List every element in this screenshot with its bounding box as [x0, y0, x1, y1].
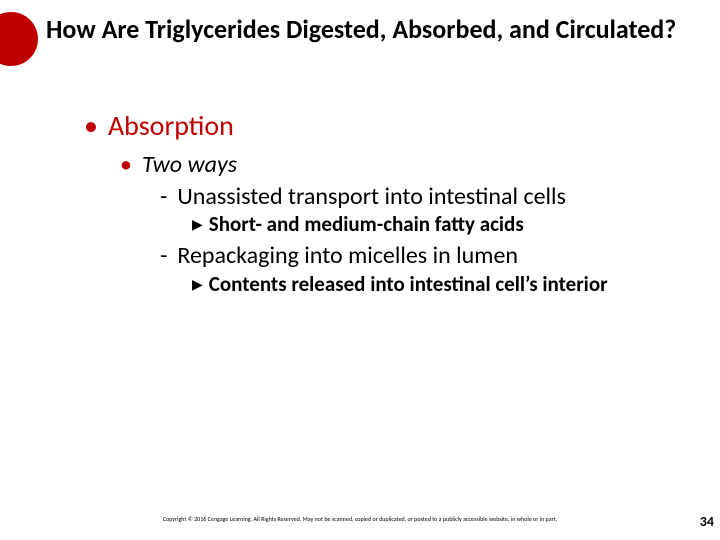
- bullet-level-3: -Unassisted transport into intestinal ce…: [160, 183, 630, 211]
- slide: How Are Triglycerides Digested, Absorbed…: [0, 0, 720, 540]
- lvl1-text: Absorption: [108, 108, 234, 143]
- bullet-level-4: ▶ Contents released into intestinal cell’…: [192, 272, 620, 296]
- lvl4a-text: Short- and medium-chain fatty acids: [209, 211, 524, 237]
- lvl2-text: Two ways: [142, 150, 237, 179]
- page-number: 34: [700, 513, 714, 530]
- accent-circle: [0, 12, 38, 66]
- slide-title: How Are Triglycerides Digested, Absorbed…: [46, 14, 696, 45]
- bullet-level-1: • Absorption: [84, 108, 670, 143]
- dash-icon: -: [160, 182, 167, 211]
- lvl3a-text: Unassisted transport into intestinal cel…: [177, 182, 566, 211]
- slide-content: •Absorption •Two ways -Unassisted transp…: [60, 108, 670, 302]
- triangle-icon: ▶: [192, 276, 203, 293]
- bullet-level-4: ▶ Short- and medium-chain fatty acids: [192, 212, 620, 236]
- copyright-text: Copyright © 2016 Cengage Learning. All R…: [0, 516, 720, 524]
- lvl4b-text: Contents released into intestinal cell’s…: [209, 271, 608, 297]
- triangle-icon: ▶: [192, 216, 203, 233]
- lvl3b-text: Repackaging into micelles in lumen: [177, 241, 518, 270]
- bullet-level-3: -Repackaging into micelles in lumen: [160, 242, 630, 270]
- bullet-level-2: • Two ways: [120, 151, 670, 179]
- bullet-dot-icon: •: [120, 150, 132, 179]
- dash-icon: -: [160, 241, 167, 270]
- bullet-dot-icon: •: [84, 108, 98, 143]
